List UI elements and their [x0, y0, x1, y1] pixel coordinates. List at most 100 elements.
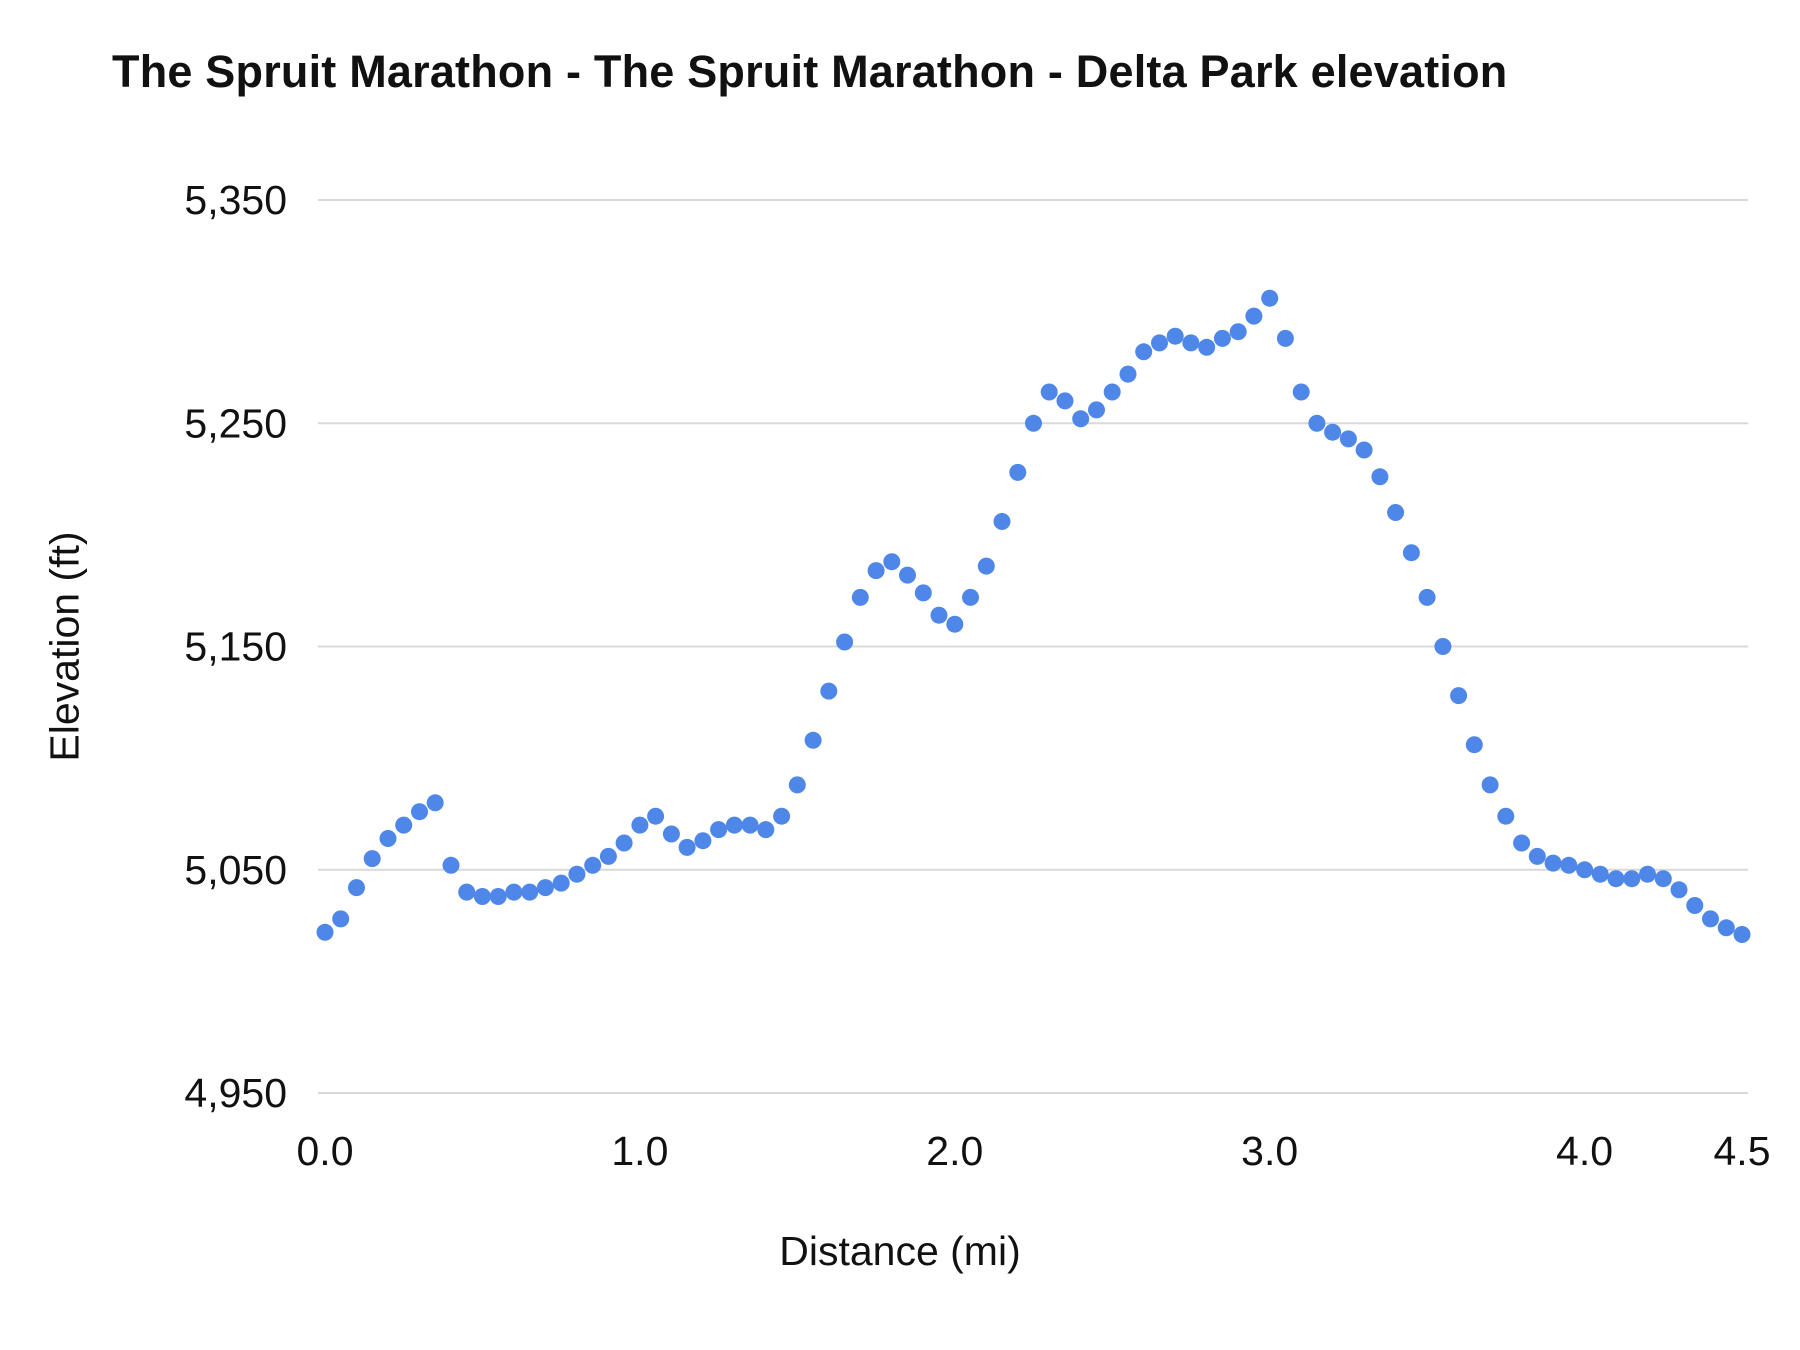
- data-point: [379, 830, 397, 847]
- data-point: [1261, 289, 1279, 307]
- data-point: [1040, 383, 1058, 401]
- data-point: [993, 513, 1011, 530]
- y-tick-label: 5,350: [184, 177, 287, 223]
- data-point: [899, 566, 916, 584]
- data-point: [1528, 847, 1546, 865]
- data-point: [757, 821, 775, 839]
- data-point: [1576, 861, 1594, 879]
- data-point: [332, 910, 350, 928]
- data-point: [647, 807, 665, 825]
- data-point: [1103, 383, 1121, 401]
- data-point: [348, 879, 365, 897]
- data-point: [1670, 881, 1688, 899]
- data-point: [1056, 392, 1074, 410]
- data-point: [1560, 856, 1578, 874]
- data-point: [1371, 468, 1389, 486]
- data-point: [1245, 307, 1263, 325]
- data-point: [662, 825, 680, 843]
- data-point: [458, 883, 476, 901]
- data-point: [930, 606, 948, 624]
- data-point: [1497, 807, 1515, 825]
- data-point: [1276, 329, 1294, 347]
- y-axis-title-wrap: Elevation (ft): [25, 200, 105, 1093]
- data-point: [1733, 926, 1751, 943]
- y-tick-label: 5,150: [184, 624, 287, 670]
- data-point: [505, 883, 523, 901]
- data-point: [1481, 776, 1499, 794]
- data-point: [1513, 834, 1531, 852]
- data-point: [1591, 865, 1609, 883]
- data-point: [946, 615, 964, 633]
- x-tick-label: 1.0: [611, 1128, 668, 1174]
- data-point: [1387, 504, 1405, 521]
- data-point: [631, 816, 649, 834]
- data-point: [788, 776, 806, 794]
- data-point: [1009, 463, 1027, 481]
- data-point: [851, 588, 869, 606]
- data-point: [316, 923, 334, 941]
- data-point: [1166, 327, 1184, 345]
- data-point: [442, 856, 460, 874]
- data-point: [867, 562, 885, 580]
- data-point: [615, 834, 633, 852]
- data-point: [536, 879, 554, 897]
- data-point: [1418, 588, 1436, 606]
- data-point: [883, 553, 901, 571]
- data-point: [1088, 401, 1105, 419]
- data-point: [914, 584, 932, 602]
- data-point: [1544, 854, 1562, 872]
- data-point: [820, 682, 838, 700]
- data-point: [1639, 865, 1656, 883]
- x-tick-label: 4.0: [1556, 1128, 1613, 1174]
- x-tick-label: 4.5: [1714, 1128, 1771, 1174]
- data-point: [1717, 919, 1735, 937]
- y-tick-label: 5,050: [184, 847, 287, 893]
- data-point: [599, 847, 617, 865]
- data-point: [1702, 910, 1719, 928]
- data-point: [1355, 441, 1373, 459]
- y-tick-label: 5,250: [184, 400, 287, 446]
- data-point: [1607, 870, 1625, 888]
- x-tick-label: 0.0: [297, 1128, 354, 1174]
- data-point: [1402, 544, 1420, 562]
- data-point: [1308, 414, 1326, 432]
- data-point: [1182, 334, 1200, 352]
- data-point: [725, 816, 743, 834]
- data-point: [1324, 423, 1342, 441]
- data-point: [678, 838, 696, 856]
- x-tick-label: 2.0: [926, 1128, 983, 1174]
- data-point: [804, 731, 822, 749]
- data-point: [489, 888, 507, 905]
- data-point: [1434, 638, 1452, 655]
- data-point: [552, 874, 570, 892]
- data-point: [741, 816, 759, 834]
- data-point: [1072, 410, 1090, 428]
- data-point: [1450, 687, 1468, 705]
- data-point: [1198, 338, 1216, 356]
- data-point: [363, 850, 381, 868]
- data-point: [1623, 870, 1641, 888]
- data-point: [710, 821, 728, 839]
- chart-title: The Spruit Marathon - The Spruit Maratho…: [112, 46, 1508, 97]
- data-point: [1654, 870, 1672, 888]
- y-tick-label: 4,950: [184, 1070, 287, 1116]
- data-point: [1229, 323, 1247, 341]
- data-point: [584, 856, 602, 874]
- data-point: [1686, 897, 1704, 914]
- y-axis-title: Elevation (ft): [41, 531, 88, 762]
- data-point: [395, 816, 413, 834]
- data-point: [1213, 329, 1231, 347]
- data-point: [426, 794, 444, 812]
- data-point: [411, 803, 428, 821]
- data-point: [773, 807, 791, 825]
- data-point: [1339, 430, 1357, 448]
- data-point: [1151, 334, 1168, 352]
- data-point: [694, 832, 712, 850]
- data-point: [1292, 383, 1310, 401]
- data-point: [1119, 365, 1137, 383]
- data-point: [962, 588, 979, 606]
- data-point: [521, 883, 539, 901]
- data-point: [1135, 343, 1153, 361]
- x-axis-title: Distance (mi): [779, 1228, 1021, 1274]
